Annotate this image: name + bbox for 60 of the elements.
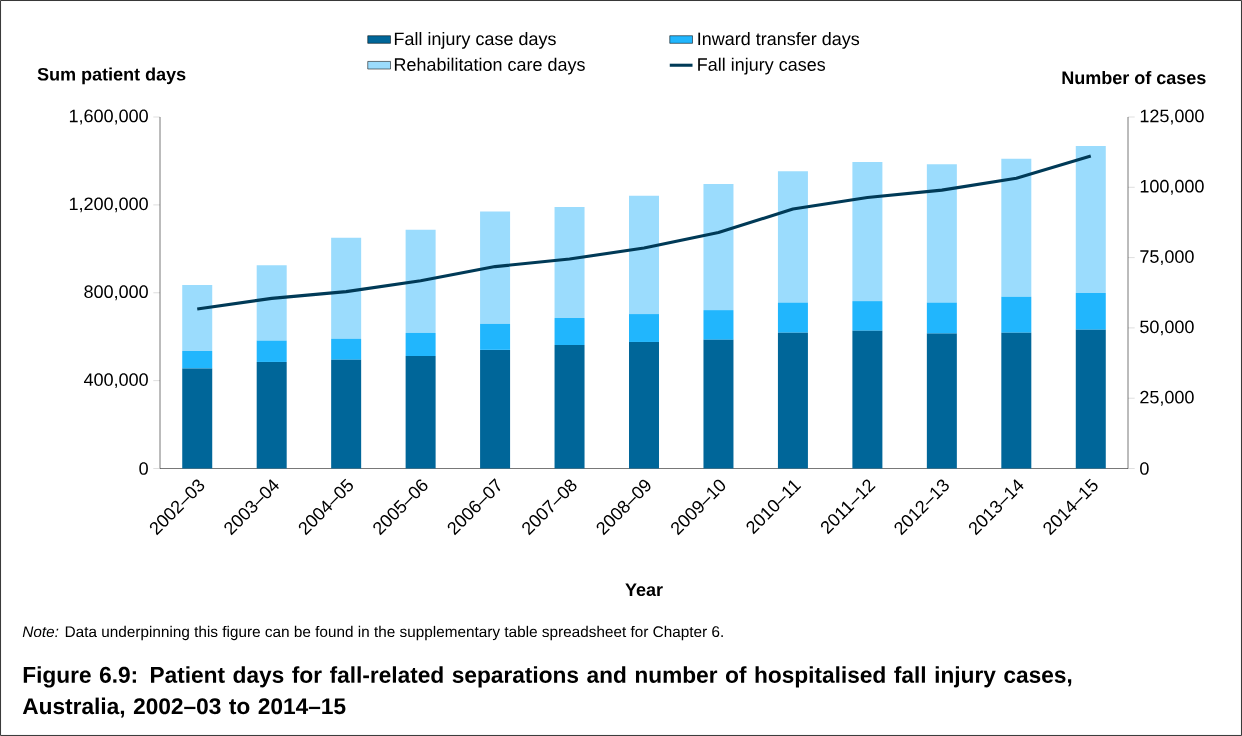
- bar: [777, 302, 808, 333]
- y2-tick-label: 50,000: [1140, 320, 1194, 336]
- y2-tick-label: 25,000: [1140, 390, 1194, 406]
- bar: [256, 340, 287, 362]
- bar: [777, 171, 808, 303]
- y2-tick-label: 100,000: [1140, 179, 1204, 195]
- text: Figure 6.9: Patient days for fall-related separations and number of hospitalised fall injury cases, Australia, 2002–03 to 2014–15: [22, 666, 1072, 718]
- text: Note: Data underpinning this figure can be found in the supplementary table spreadsheet for Chapter 6.: [22, 625, 723, 641]
- bar: [703, 310, 734, 340]
- bar: [1001, 332, 1032, 469]
- bar: [182, 350, 213, 369]
- bar: [405, 356, 436, 469]
- bar: [405, 229, 436, 333]
- legend-label: Fall injury case days: [394, 31, 556, 49]
- bar: [926, 302, 957, 334]
- legend-label: Rehabilitation care days: [394, 57, 585, 75]
- bar: [926, 333, 957, 469]
- y-axis-title: Sum patient days: [37, 67, 186, 85]
- y-tick-label: 800,000: [84, 285, 148, 301]
- bar: [256, 361, 287, 469]
- y-tick-label: 400,000: [83, 373, 148, 389]
- y2-axis-title: Number of cases: [1062, 70, 1206, 85]
- y2-tick-label: 125,000: [1140, 109, 1204, 125]
- x-axis-title: Year: [625, 583, 663, 597]
- bar: [331, 338, 362, 360]
- bar: [629, 341, 660, 469]
- bar: [926, 164, 957, 303]
- bar: [405, 332, 436, 357]
- bar: [554, 345, 585, 469]
- bar: [852, 301, 883, 331]
- bar: [852, 330, 883, 469]
- bar: [182, 285, 213, 351]
- bar: [331, 237, 362, 339]
- bar: [629, 195, 660, 315]
- y-tick-label: 1,200,000: [69, 197, 148, 213]
- bar: [1001, 296, 1032, 333]
- bar: [1075, 292, 1106, 330]
- y2-tick-label: 0: [1140, 462, 1149, 475]
- bar: [703, 184, 734, 311]
- bar: [182, 368, 213, 469]
- line-series: [195, 154, 1093, 311]
- bar: [1075, 329, 1106, 469]
- y2-tick-label: 75,000: [1140, 250, 1194, 266]
- bar: [777, 332, 808, 469]
- legend-label: Inward transfer days: [698, 31, 860, 49]
- bar: [480, 211, 511, 324]
- bar: [1001, 158, 1032, 297]
- bar: [1075, 146, 1106, 293]
- bar: [554, 318, 585, 346]
- legend-label: Fall injury cases: [698, 57, 826, 75]
- bar: [331, 359, 362, 469]
- bar: [480, 323, 511, 350]
- bar: [554, 207, 585, 319]
- bar: [703, 339, 734, 469]
- bar: [256, 265, 287, 341]
- bar: [629, 314, 660, 342]
- bar: [852, 162, 883, 302]
- y-tick-label: 1,600,000: [69, 109, 148, 125]
- bar: [480, 349, 511, 469]
- y-tick-label: 0: [139, 462, 148, 475]
